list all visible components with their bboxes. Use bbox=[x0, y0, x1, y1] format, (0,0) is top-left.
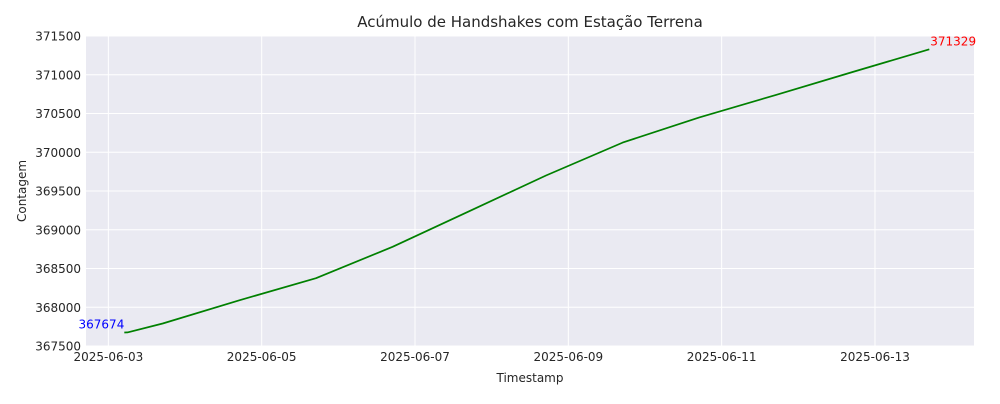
start-value-label: 367674 bbox=[79, 318, 125, 332]
x-tick-label: 2025-06-03 bbox=[73, 350, 143, 364]
x-tick-label: 2025-06-05 bbox=[227, 350, 297, 364]
y-tick-label: 371000 bbox=[35, 68, 81, 82]
y-tick-labels: 367500 368000 368500 369000 369500 370000 3705… bbox=[35, 30, 81, 354]
series-lines bbox=[124, 48, 930, 334]
series-line bbox=[124, 48, 930, 334]
x-tick-label: 2025-06-13 bbox=[840, 350, 910, 364]
x-tick-label: 2025-06-09 bbox=[533, 350, 603, 364]
y-tick-label: 369000 bbox=[35, 223, 81, 237]
end-value-label: 371329 bbox=[930, 34, 976, 48]
x-tick-label: 2025-06-11 bbox=[687, 350, 757, 364]
x-tick-labels: 2025-06-03 2025-06-05 2025-06-07 2025-06-09… bbox=[73, 350, 909, 364]
x-axis-label: Timestamp bbox=[496, 371, 564, 385]
y-tick-label: 369500 bbox=[35, 185, 81, 199]
y-tick-label: 368000 bbox=[35, 301, 81, 315]
y-tick-label: 371500 bbox=[35, 30, 81, 44]
y-tick-label: 370500 bbox=[35, 107, 81, 121]
y-tick-label: 367500 bbox=[35, 340, 81, 354]
y-tick-label: 368500 bbox=[35, 262, 81, 276]
y-tick-label: 370000 bbox=[35, 146, 81, 160]
y-axis-label: Contagem bbox=[15, 160, 29, 222]
x-tick-label: 2025-06-07 bbox=[380, 350, 450, 364]
annotations: 367674 371329 bbox=[79, 34, 977, 331]
chart-title: Acúmulo de Handshakes com Estação Terren… bbox=[357, 13, 703, 31]
